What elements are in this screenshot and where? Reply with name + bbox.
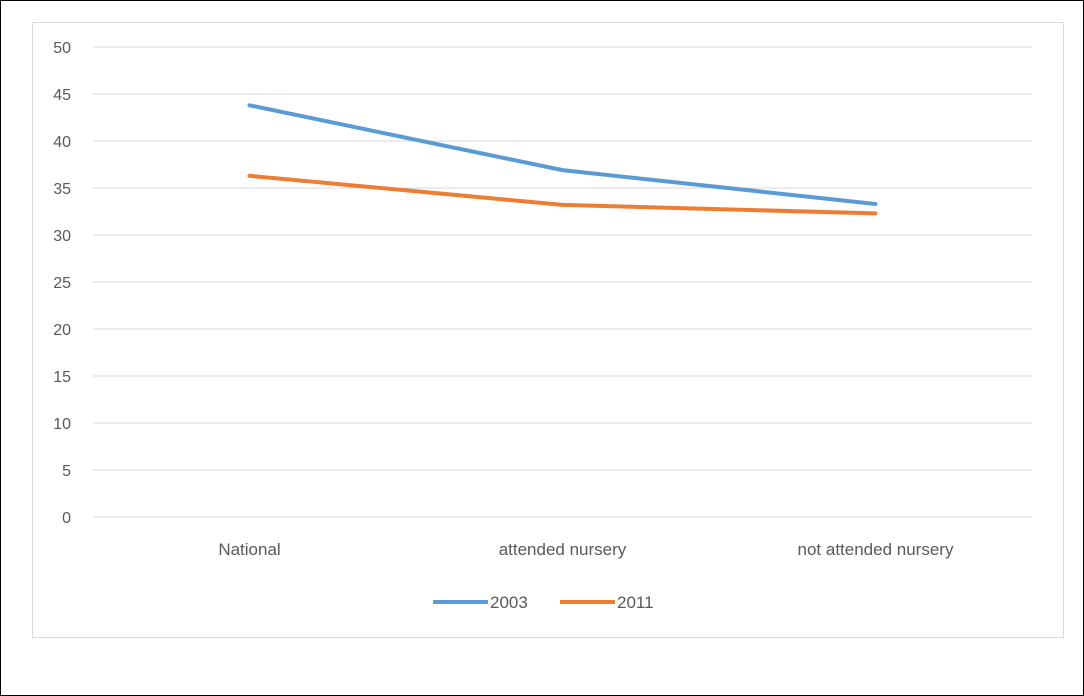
y-tick-label: 30 <box>53 228 71 245</box>
y-tick-label: 25 <box>53 275 71 292</box>
y-tick-label: 10 <box>53 416 71 433</box>
x-category-label: National <box>218 540 280 559</box>
x-category-label: attended nursery <box>499 540 627 559</box>
y-tick-label: 50 <box>53 40 71 57</box>
chart-area <box>32 22 1064 638</box>
legend-label-2003: 2003 <box>490 593 528 612</box>
y-tick-label: 40 <box>53 134 71 151</box>
y-axis-ticks: 0 5 10 15 20 25 30 35 40 45 50 <box>53 40 71 527</box>
legend-label-2011: 2011 <box>617 593 654 612</box>
series-line-2011 <box>247 173 878 216</box>
gridlines <box>93 46 1032 518</box>
series-line-2003 <box>247 103 878 206</box>
x-category-label: not attended nursery <box>798 540 954 559</box>
x-axis-categories: National attended nursery not attended nur… <box>218 540 954 559</box>
series-lines <box>247 103 878 216</box>
legend: 2003 2011 <box>433 593 654 612</box>
y-tick-label: 0 <box>62 510 71 527</box>
y-tick-label: 20 <box>53 322 71 339</box>
y-tick-label: 35 <box>53 181 71 198</box>
y-tick-label: 15 <box>53 369 71 386</box>
y-tick-label: 5 <box>62 463 71 480</box>
y-tick-label: 45 <box>53 87 71 104</box>
